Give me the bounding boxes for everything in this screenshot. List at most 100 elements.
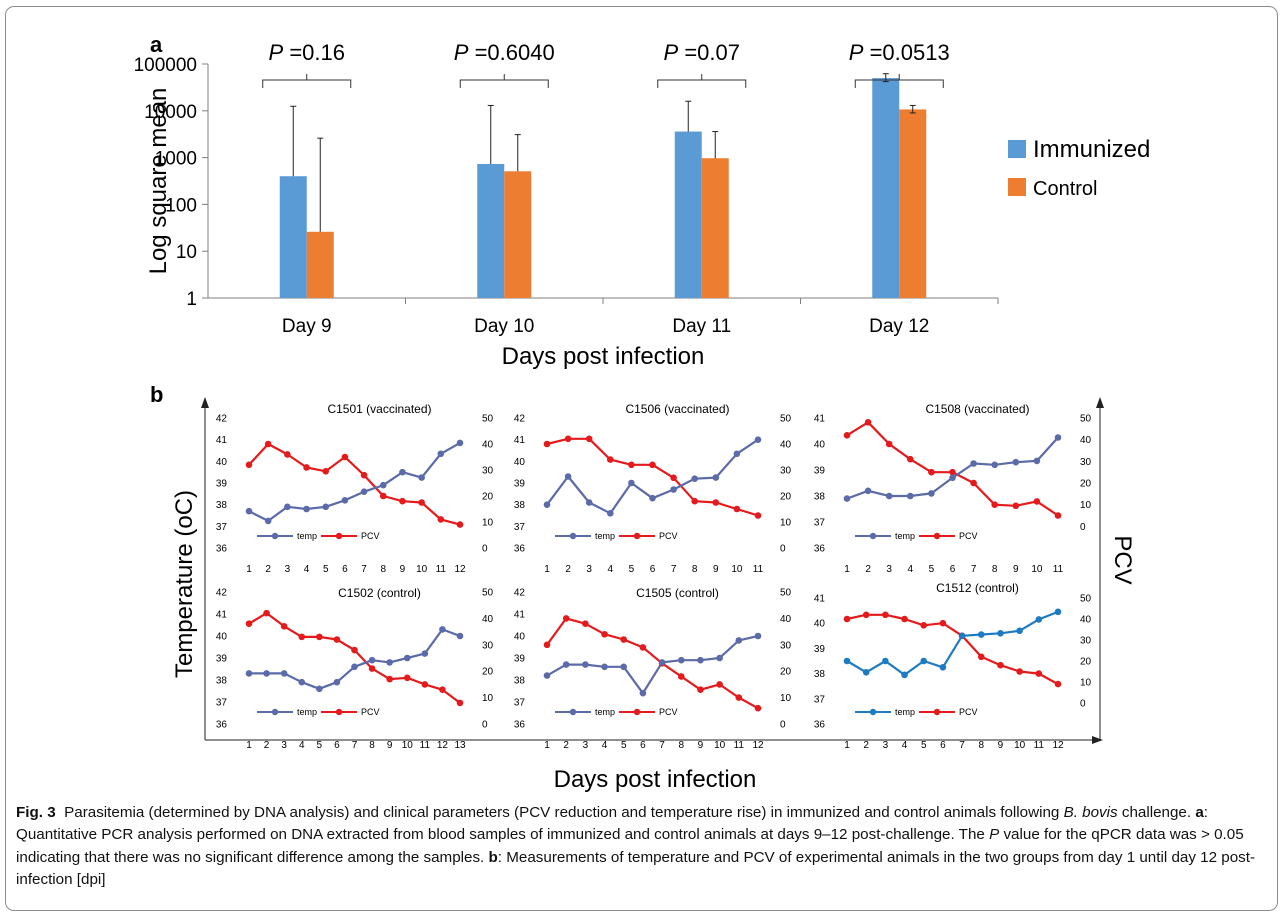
legend-pcv-marker xyxy=(335,708,343,716)
temp-point xyxy=(399,468,406,476)
pcv-point xyxy=(928,468,935,476)
temp-point xyxy=(322,503,330,511)
pcv-tick-label: 20 xyxy=(1080,479,1092,490)
day-tick-label: 4 xyxy=(602,740,608,751)
caption-label-a: a xyxy=(1195,804,1204,821)
y-tick-label: 1 xyxy=(186,289,197,310)
pcv-point xyxy=(601,630,608,638)
temp-tick-label: 41 xyxy=(514,610,526,621)
temp-point xyxy=(403,654,411,662)
temp-tick-label: 36 xyxy=(216,720,228,731)
pcv-series-line xyxy=(546,617,759,710)
temp-point xyxy=(670,486,677,493)
pcv-point xyxy=(264,440,272,448)
temp-point xyxy=(733,450,741,458)
legend-temp-label: temp xyxy=(895,531,915,541)
pcv-point xyxy=(697,686,704,693)
pcv-point xyxy=(843,432,851,439)
p-value-label: P =0.6040 xyxy=(454,40,555,65)
caption-lead: Parasitemia (determined by DNA analysis)… xyxy=(64,804,1060,821)
temp-point xyxy=(284,503,291,511)
pcv-point xyxy=(456,699,464,707)
pcv-point xyxy=(754,704,762,712)
pcv-tick-label: 30 xyxy=(780,466,792,477)
pcv-point xyxy=(716,681,723,688)
temp-tick-label: 41 xyxy=(216,610,228,621)
day-tick-label: 3 xyxy=(883,740,889,751)
pcv-tick-label: 50 xyxy=(780,414,792,425)
pcv-tick-label: 30 xyxy=(780,640,792,651)
day-tick-label: 1 xyxy=(544,564,550,575)
day-tick-label: 5 xyxy=(929,564,935,575)
temp-tick-label: 38 xyxy=(514,676,526,687)
pcv-point xyxy=(997,661,1004,669)
bar-control xyxy=(899,109,927,299)
pcv-tick-label: 30 xyxy=(482,466,494,477)
caption-text-a2: value for the qPCR data was > 0.05 indic… xyxy=(16,826,1244,866)
chart-title: C1506 (vaccinated) xyxy=(625,402,729,416)
day-tick-label: 10 xyxy=(731,564,743,575)
temp-point xyxy=(1054,608,1062,616)
pcv-tick-label: 0 xyxy=(1080,699,1086,710)
temp-tick-label: 41 xyxy=(216,435,228,446)
day-tick-label: 1 xyxy=(246,740,252,751)
pcv-point xyxy=(543,440,551,448)
day-tick-label: 9 xyxy=(1013,564,1019,575)
pcv-point xyxy=(245,461,253,469)
temp-point xyxy=(543,672,551,679)
day-tick-label: 6 xyxy=(342,564,348,575)
day-tick-label: 3 xyxy=(285,564,291,575)
y-tick-label: 100 xyxy=(165,195,197,216)
caption-after-species: challenge. xyxy=(1121,804,1192,821)
day-tick-label: 9 xyxy=(698,740,704,751)
pcv-tick-label: 10 xyxy=(482,518,494,529)
day-tick-label: 10 xyxy=(416,564,428,575)
legend-pcv-marker xyxy=(335,532,343,540)
temp-point xyxy=(298,678,306,686)
temp-point xyxy=(1012,458,1020,466)
temp-point xyxy=(303,505,310,513)
temp-point xyxy=(607,510,614,517)
pcv-point xyxy=(843,615,851,623)
legend-pcv-label: PCV xyxy=(959,707,978,717)
temp-point xyxy=(754,436,762,443)
temp-tick-label: 42 xyxy=(216,414,228,425)
pcv-point xyxy=(280,623,288,630)
legend-pcv-marker xyxy=(933,708,941,716)
temp-point xyxy=(970,460,977,467)
legend-pcv-label: PCV xyxy=(959,531,978,541)
pcv-point xyxy=(368,665,376,672)
temp-point xyxy=(628,479,635,487)
pcv-point xyxy=(386,675,393,683)
line-chart-c1506: C1506 (vaccinated)3637383940414201020304… xyxy=(514,402,792,575)
temp-tick-label: 39 xyxy=(216,654,228,665)
day-tick-label: 6 xyxy=(940,740,946,751)
pcv-series-line xyxy=(248,442,461,526)
temp-point xyxy=(649,494,656,502)
temp-point xyxy=(864,487,872,495)
pcv-series-line xyxy=(546,437,759,517)
temp-point xyxy=(862,669,870,676)
chart-title: C1505 (control) xyxy=(636,586,719,600)
day-tick-label: 3 xyxy=(583,740,589,751)
pcv-point xyxy=(885,440,893,448)
temp-tick-label: 38 xyxy=(814,669,826,680)
pcv-point xyxy=(920,622,928,629)
legend-temp-label: temp xyxy=(595,531,615,541)
day-tick-label: 3 xyxy=(586,564,592,575)
legend-pcv-label: PCV xyxy=(659,707,678,717)
pcv-point xyxy=(670,474,677,482)
pcv-point xyxy=(360,471,368,479)
panel-a-bar-chart: 1 10 100 1000 10000 100000 Log square mean Days… xyxy=(134,40,1151,370)
pcv-point xyxy=(939,619,947,627)
pcv-tick-label: 20 xyxy=(482,667,494,678)
pcv-tick-label: 10 xyxy=(780,518,792,529)
day-tick-label: 3 xyxy=(886,564,892,575)
pcv-tick-label: 10 xyxy=(1080,500,1092,511)
pcv-point xyxy=(691,497,698,505)
pcv-tick-label: 10 xyxy=(1080,678,1092,689)
temp-point xyxy=(658,659,666,666)
pcv-tick-label: 20 xyxy=(780,667,792,678)
day-tick-label: 2 xyxy=(865,564,871,575)
temp-tick-label: 40 xyxy=(216,632,228,643)
